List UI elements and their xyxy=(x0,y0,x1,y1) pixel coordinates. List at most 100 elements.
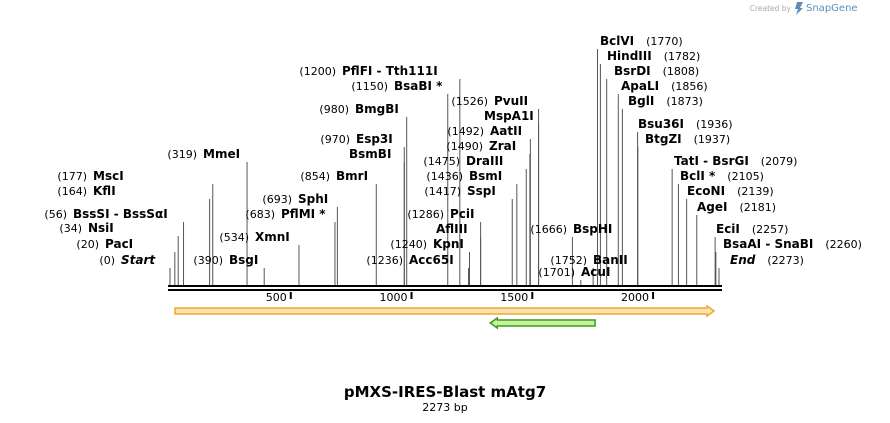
site-position: (34) xyxy=(59,222,82,235)
site-enzyme-name: AatII xyxy=(490,124,522,138)
site-label-group: (1701) AcuI xyxy=(538,265,610,279)
site-label-group: (2139) EcoNI xyxy=(687,184,774,198)
site-position: (1150) xyxy=(351,80,388,93)
site-label-group: (1417) SspI xyxy=(424,184,495,198)
snapgene-logo-icon xyxy=(795,2,803,15)
site-label-group: (319) MmeI xyxy=(167,147,240,161)
site-label-group: (1492) AatII xyxy=(447,124,522,138)
site-position: (2257) xyxy=(752,223,789,236)
site-enzyme-name: SphI xyxy=(298,192,328,206)
site-position: (683) xyxy=(245,208,275,221)
site-label-group: (980) BmgBI xyxy=(319,102,398,116)
orange-feature-arrow[interactable] xyxy=(174,304,716,318)
site-enzyme-name: PacI xyxy=(105,237,133,251)
site-enzyme-name: KpnI xyxy=(433,237,464,251)
site-position: (1490) xyxy=(446,140,483,153)
site-enzyme-name: Start xyxy=(121,253,156,267)
watermark-brand: SnapGene xyxy=(806,3,858,14)
site-label-group: (683) PflMI * xyxy=(245,207,326,221)
site-position: (1286) xyxy=(407,208,444,221)
site-enzyme-name: AcuI xyxy=(581,265,610,279)
axis-tick-label: 2000 xyxy=(621,291,649,304)
site-enzyme-name: BsgI xyxy=(229,253,258,267)
site-label-group: (0) Start xyxy=(99,253,156,267)
site-enzyme-name: AgeI xyxy=(697,200,727,214)
site-enzyme-name: MscI xyxy=(93,169,124,183)
site-enzyme-name: EcoNI xyxy=(687,184,725,198)
site-enzyme-name: BspHI xyxy=(573,222,612,236)
site-position: (1475) xyxy=(423,155,460,168)
site-position: (1200) xyxy=(299,65,336,78)
site-enzyme-name: AflIII xyxy=(436,222,468,236)
site-enzyme-name: PflFI - Tth111I xyxy=(342,64,438,78)
site-position: (1936) xyxy=(696,118,733,131)
site-labels: (0) Start (20) PacI (34) NsiI (56) BssSI - BssS… xyxy=(44,34,862,279)
site-position: (1417) xyxy=(424,185,461,198)
site-position: (2273) xyxy=(767,254,804,267)
site-label-group: (1782) HindIII xyxy=(607,49,700,63)
site-label-group: (2181) AgeI xyxy=(697,200,776,214)
site-position: (1666) xyxy=(530,223,567,236)
site-enzyme-name: BanII xyxy=(593,253,628,267)
green-feature-arrow[interactable] xyxy=(488,316,596,330)
site-enzyme-name: PflMI * xyxy=(281,207,326,221)
site-label-group: (56) BssSI - BssSαI xyxy=(44,207,167,221)
site-position: (2105) xyxy=(727,170,764,183)
site-enzyme-name: BglI xyxy=(628,94,654,108)
site-label-group: BsmBI xyxy=(349,147,391,161)
site-enzyme-name: BsaBI * xyxy=(394,79,443,93)
site-position: (20) xyxy=(76,238,99,251)
site-enzyme-name: BsrDI xyxy=(614,64,651,78)
site-label-group: (1526) PvuII xyxy=(451,94,528,108)
site-label-group: (1490) ZraI xyxy=(446,139,516,153)
site-position: (1436) xyxy=(426,170,463,183)
site-position: (693) xyxy=(262,193,292,206)
site-enzyme-name: Bsu36I xyxy=(638,117,684,131)
site-label-group: (534) XmnI xyxy=(219,230,289,244)
axis-tick-label: 1500 xyxy=(500,291,528,304)
site-position: (164) xyxy=(57,185,87,198)
site-position: (2260) xyxy=(825,238,862,251)
site-label-group: (1236) Acc65I xyxy=(366,253,453,267)
site-label-group: (1936) Bsu36I xyxy=(638,117,733,131)
site-position: (1808) xyxy=(663,65,700,78)
site-position: (1856) xyxy=(671,80,708,93)
site-position: (56) xyxy=(44,208,67,221)
site-enzyme-name: ZraI xyxy=(489,139,516,153)
site-label-group: (1752) BanII xyxy=(550,253,627,267)
site-enzyme-name: BmgBI xyxy=(355,102,399,116)
site-label-group: (164) KflI xyxy=(57,184,115,198)
site-position: (1752) xyxy=(550,254,587,267)
site-enzyme-name: BsmI xyxy=(469,169,502,183)
site-label-group: (177) MscI xyxy=(57,169,123,183)
site-label-group: (2257) EciI xyxy=(716,222,788,236)
site-position: (390) xyxy=(193,254,223,267)
site-position: (177) xyxy=(57,170,87,183)
sequence-backbone xyxy=(168,285,722,291)
site-label-group: (1150) BsaBI * xyxy=(351,79,443,93)
site-enzyme-name: PvuII xyxy=(494,94,528,108)
site-position: (1873) xyxy=(666,95,703,108)
site-enzyme-name: BssSI - BssSαI xyxy=(73,207,168,221)
axis-tick-label: 500 xyxy=(266,291,287,304)
site-label-group: (693) SphI xyxy=(262,192,328,206)
site-position: (2139) xyxy=(737,185,774,198)
site-enzyme-name: TatI - BsrGI xyxy=(674,154,749,168)
site-position: (1770) xyxy=(646,35,683,48)
site-label-group: (1286) PciI xyxy=(407,207,474,221)
site-label-group: (1436) BsmI xyxy=(426,169,502,183)
site-position: (319) xyxy=(167,148,197,161)
site-position: (1782) xyxy=(664,50,701,63)
site-label-group: (2105) BclI * xyxy=(680,169,764,183)
site-enzyme-name: Acc65I xyxy=(409,253,454,267)
site-enzyme-name: MspA1I xyxy=(484,109,534,123)
site-enzyme-name: BmrI xyxy=(336,169,368,183)
site-leaders xyxy=(169,49,720,285)
site-label-group: (1240) KpnI xyxy=(390,237,463,251)
site-enzyme-name: XmnI xyxy=(255,230,290,244)
site-label-group: (1475) DraIII xyxy=(423,154,503,168)
site-label-group: (34) NsiI xyxy=(59,221,113,235)
site-position: (1240) xyxy=(390,238,427,251)
site-label-group: (1937) BtgZI xyxy=(645,132,730,146)
